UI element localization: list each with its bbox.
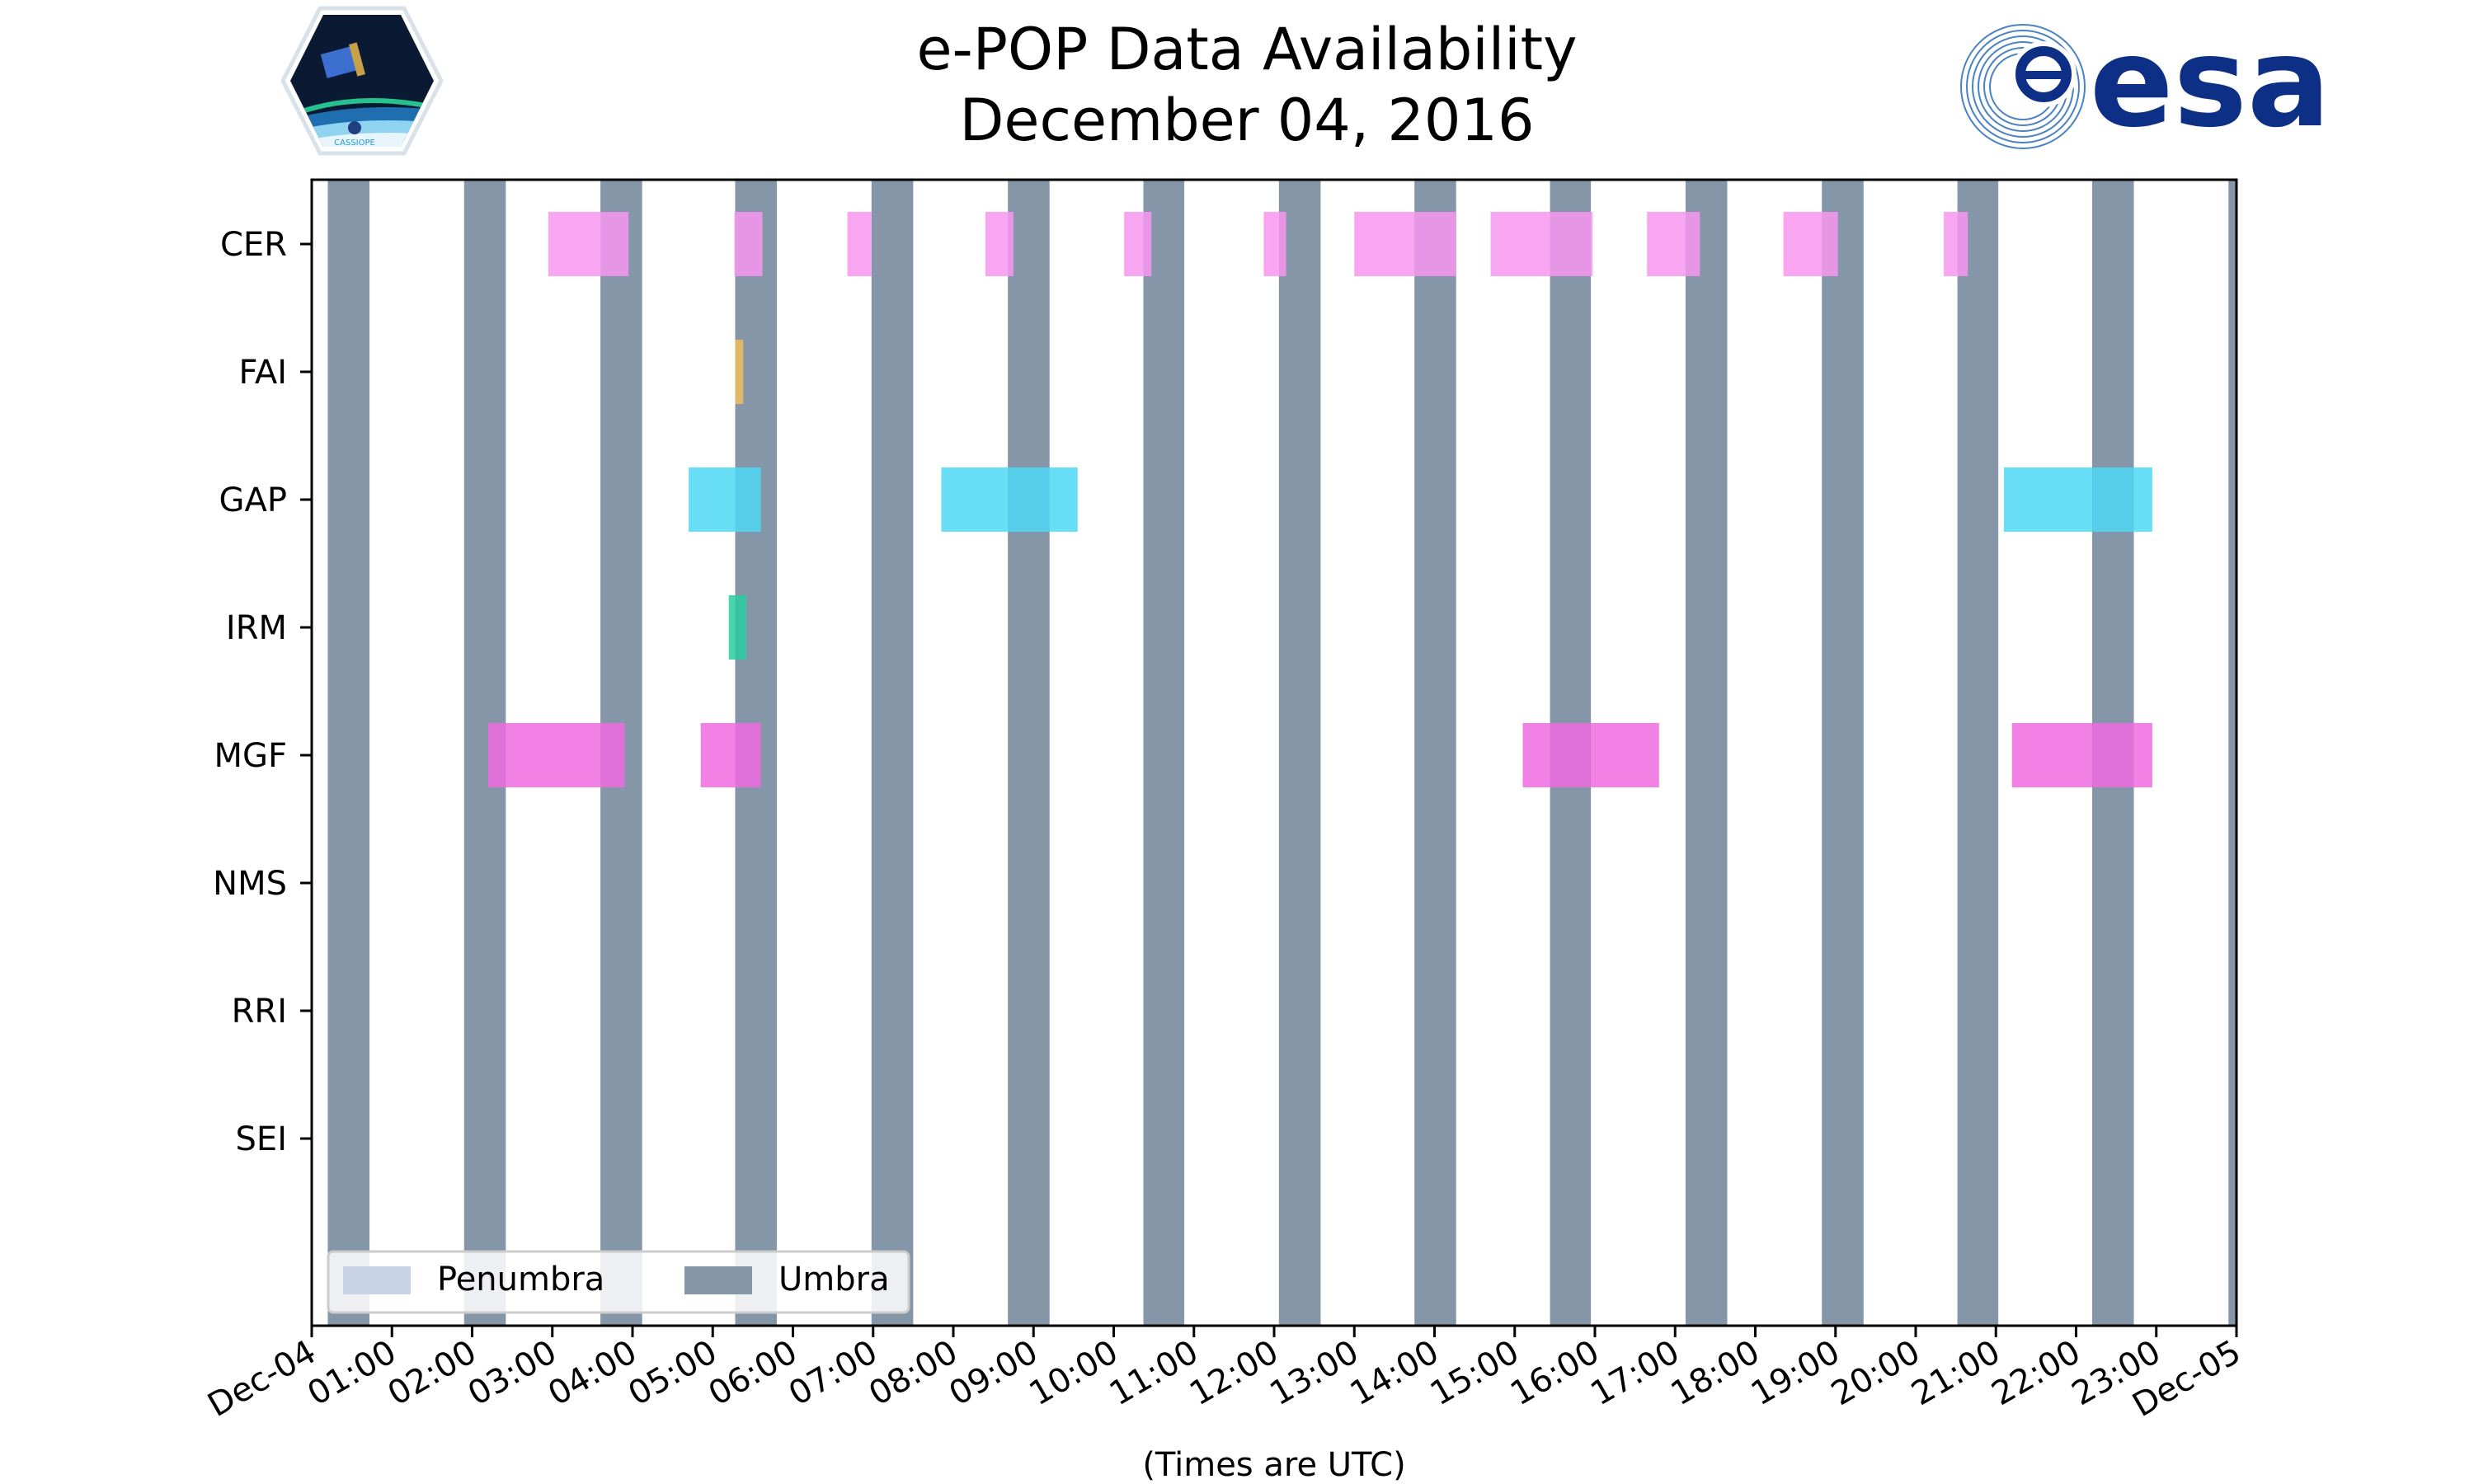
x-tick-label: 19:00: [1745, 1333, 1846, 1413]
availability-bars: [487, 212, 2152, 787]
x-tick-label: 18:00: [1665, 1333, 1766, 1413]
esa-logo: esa: [1960, 12, 2331, 155]
x-tick-label: 15:00: [1424, 1333, 1526, 1413]
x-tick-label: 04:00: [542, 1333, 643, 1413]
legend-frame: [327, 1250, 910, 1314]
umbra-band: [1414, 180, 1456, 1326]
y-tick-label: IRM: [226, 609, 287, 647]
availability-bar-cer: [1490, 212, 1593, 276]
umbra-band: [1143, 180, 1185, 1326]
x-tick-label: 14:00: [1344, 1333, 1446, 1413]
umbra-band: [1685, 180, 1728, 1326]
legend-label-penumbra: Penumbra: [437, 1261, 604, 1298]
x-tick-label: 07:00: [783, 1333, 884, 1413]
availability-bar-mgf: [2011, 723, 2152, 787]
availability-bar-cer: [1354, 212, 1456, 276]
availability-bar-cer: [1944, 212, 1968, 276]
x-tick-label: 17:00: [1584, 1333, 1686, 1413]
umbra-band: [327, 180, 370, 1326]
umbra-band: [1957, 180, 1999, 1326]
availability-bar-cer: [1263, 212, 1286, 276]
legend-swatch-umbra: [684, 1266, 752, 1294]
umbra-band: [871, 180, 914, 1326]
x-tick-label: 21:00: [1905, 1333, 2006, 1413]
availability-bar-fai: [735, 340, 744, 404]
x-tick-label: 22:00: [1986, 1333, 2087, 1413]
y-tick-label: CER: [220, 226, 287, 264]
cassiope-logo-text: CASSIOPE: [334, 139, 375, 148]
x-axis: Dec-0401:0002:0003:0004:0005:0006:0007:0…: [201, 1326, 2247, 1425]
availability-bar-mgf: [487, 723, 625, 787]
y-tick-label: FAI: [239, 354, 288, 392]
y-tick-label: NMS: [213, 865, 287, 903]
availability-bar-mgf: [1522, 723, 1659, 787]
availability-bar-cer: [847, 212, 872, 276]
availability-bar-gap: [2003, 467, 2152, 532]
availability-bar-gap: [941, 467, 1078, 532]
x-tick-label: 11:00: [1103, 1333, 1205, 1413]
x-tick-label: 01:00: [301, 1333, 402, 1413]
umbra-band: [1822, 180, 1864, 1326]
availability-bar-cer: [1124, 212, 1152, 276]
x-tick-label: 20:00: [1825, 1333, 1926, 1413]
y-tick-label: RRI: [232, 993, 287, 1031]
legend-swatch-penumbra: [343, 1266, 411, 1294]
x-tick-label: 03:00: [462, 1333, 563, 1413]
chart-subtitle: December 04, 2016: [960, 87, 1535, 154]
x-tick-label: 12:00: [1183, 1333, 1285, 1413]
umbra-band: [2228, 180, 2236, 1326]
availability-bar-gap: [689, 467, 761, 532]
legend: Penumbra Umbra: [327, 1250, 910, 1314]
x-tick-label: 08:00: [863, 1333, 964, 1413]
x-tick-label: 06:00: [703, 1333, 804, 1413]
x-tick-label: 16:00: [1504, 1333, 1606, 1413]
umbra-layer: [327, 180, 2236, 1326]
availability-bar-cer: [1647, 212, 1700, 276]
umbra-band: [1278, 180, 1321, 1326]
availability-bar-cer: [1783, 212, 1838, 276]
esa-logo-text: esa: [2090, 12, 2331, 155]
umbra-band: [1008, 180, 1050, 1326]
availability-bar-cer: [985, 212, 1014, 276]
x-tick-label: 02:00: [382, 1333, 483, 1413]
x-tick-label: 13:00: [1263, 1333, 1365, 1413]
y-tick-label: SEI: [236, 1120, 287, 1158]
availability-bar-cer: [548, 212, 629, 276]
chart-title: e-POP Data Availability: [916, 16, 1577, 83]
availability-bar-irm: [728, 595, 747, 660]
x-tick-label: 10:00: [1023, 1333, 1125, 1413]
legend-label-umbra: Umbra: [778, 1261, 890, 1298]
availability-bar-mgf: [700, 723, 761, 787]
x-tick-label: 09:00: [943, 1333, 1044, 1413]
y-tick-label: MGF: [214, 737, 287, 775]
availability-bar-cer: [734, 212, 763, 276]
y-axis: CER FAI GAP IRM MGF NMS RRI SEI: [213, 226, 312, 1158]
plot-area: CER FAI GAP IRM MGF NMS RRI SEI Dec-0401:0002:0…: [201, 178, 2247, 1425]
x-axis-label: (Times are UTC): [1142, 1446, 1405, 1484]
y-tick-label: GAP: [219, 481, 287, 519]
x-tick-label: 05:00: [622, 1333, 723, 1413]
